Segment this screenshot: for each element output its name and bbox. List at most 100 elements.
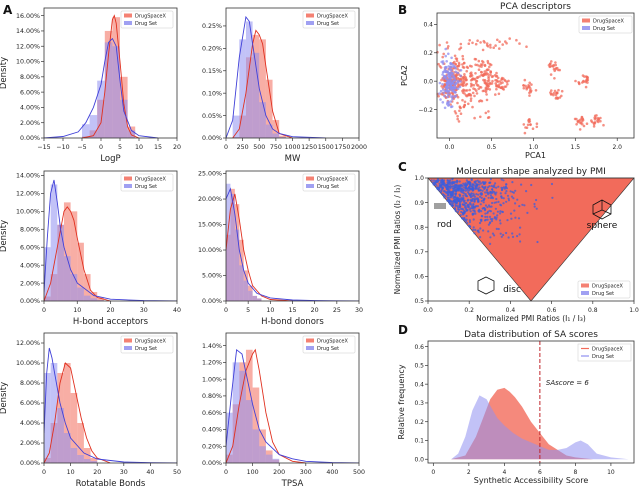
bar-drugspacex	[279, 135, 286, 138]
point-drugset	[454, 199, 457, 202]
point-drugset	[444, 65, 448, 69]
point-drugspacex	[467, 102, 470, 106]
y-tick-label: 0.5	[414, 363, 424, 370]
point-drugspacex	[478, 75, 481, 78]
point-drugspacex	[483, 63, 487, 67]
point-drugspacex	[495, 87, 498, 91]
bar-drugset	[252, 52, 260, 138]
threshold-label: SAscore = 6	[546, 379, 590, 387]
legend-label-drugspacex: DrugSpaceX	[317, 177, 348, 183]
point-drugset	[493, 184, 496, 187]
legend-label-drugset: Drug Set	[317, 21, 339, 27]
point-drugset	[483, 209, 487, 212]
y-axis-label: Density	[0, 57, 9, 89]
point-drugspacex	[503, 85, 507, 89]
point-drugspacex	[442, 52, 446, 56]
point-drugspacex	[575, 123, 578, 126]
point-drugset	[502, 186, 505, 189]
point-drugset	[506, 219, 509, 222]
bar-drugspacex	[77, 242, 84, 301]
point-drugspacex	[596, 116, 600, 120]
legend-label-drugspacex: DrugSpaceX	[592, 284, 623, 290]
y-tick-label: 10.00%	[16, 360, 40, 367]
point-drugset	[490, 219, 494, 223]
point-drugspacex	[497, 92, 501, 96]
y-tick-label: 15.00%	[198, 222, 222, 229]
point-drugset	[449, 65, 452, 69]
point-drugset	[475, 193, 478, 196]
histogram-hba: 0 10 20 30 40 0.00% 2.00% 4.00% 6.00% 8.00% 10.00%…	[0, 170, 181, 327]
bar-drugset	[245, 21, 253, 138]
legend-label-drugset: Drug Set	[135, 184, 157, 190]
point-drugset	[464, 182, 467, 185]
point-drugspacex	[469, 97, 473, 100]
point-drugset	[472, 226, 475, 229]
x-axis-label: Synthetic Accessibility Score	[474, 476, 589, 485]
point-drugspacex	[504, 40, 507, 43]
point-drugspacex	[485, 93, 488, 96]
point-drugspacex	[535, 122, 539, 125]
point-drugset	[495, 227, 498, 230]
point-drugset	[502, 233, 505, 237]
point-drugset	[510, 217, 513, 220]
point-drugset	[486, 212, 489, 215]
point-drugset	[468, 225, 472, 228]
point-drugset	[442, 194, 445, 197]
point-drugset	[454, 82, 458, 85]
point-drugset	[505, 190, 508, 193]
y-tick-label: 4.00%	[20, 105, 40, 112]
histogram-tpsa: 0 100 200 300 400 500 0.00% 0.20% 0.40% 0.60% 0.80…	[202, 332, 365, 488]
bar-drugspacex	[63, 202, 71, 301]
x-tick-label: 30	[120, 469, 128, 476]
point-drugspacex	[456, 95, 460, 99]
legend-label-drugspacex: DrugSpaceX	[317, 14, 348, 20]
point-drugset	[479, 236, 482, 239]
legend-swatch-drugset	[582, 26, 590, 30]
legend-swatch-drugset	[124, 346, 132, 350]
point-drugset	[477, 229, 480, 232]
point-drugspacex	[550, 89, 553, 92]
point-drugset	[476, 179, 479, 182]
point-drugset	[495, 186, 498, 189]
point-drugset	[495, 216, 498, 219]
point-drugset	[500, 178, 503, 181]
point-drugset	[476, 187, 479, 190]
point-drugset	[473, 210, 476, 213]
bar-drugset	[44, 247, 51, 301]
y-tick-label: 0.4	[414, 381, 424, 388]
point-drugset	[445, 60, 449, 63]
point-drugset	[438, 182, 441, 185]
point-drugset	[472, 206, 475, 210]
point-drugset	[525, 190, 528, 193]
x-tick-label: 1000	[284, 144, 300, 151]
bar-drugset	[112, 46, 120, 138]
point-drugset	[478, 221, 482, 225]
point-drugset	[511, 235, 515, 238]
point-drugspacex	[470, 65, 473, 68]
point-drugset	[502, 197, 505, 200]
point-drugspacex	[475, 79, 478, 83]
point-drugset	[453, 76, 456, 80]
point-drugspacex	[498, 47, 501, 50]
legend-swatch-drugspacex	[582, 18, 590, 23]
point-drugset	[477, 231, 480, 234]
legend-swatch-drugspacex	[581, 283, 589, 288]
point-drugspacex	[459, 112, 463, 115]
point-drugset	[469, 210, 472, 213]
point-drugset	[518, 233, 521, 236]
point-drugset	[461, 187, 464, 190]
point-drugspacex	[485, 88, 488, 92]
point-drugset	[459, 214, 462, 217]
point-drugset	[439, 89, 443, 93]
point-drugset	[456, 87, 460, 91]
legend-label-drugset: Drug Set	[135, 21, 157, 27]
y-axis-label: Relative frequency	[397, 364, 406, 439]
point-drugspacex	[522, 86, 526, 90]
point-drugset	[454, 94, 458, 98]
chart-title: PCA descriptors	[500, 2, 571, 12]
y-tick-label: 0.0	[423, 78, 433, 85]
point-drugset	[447, 72, 450, 75]
point-drugset	[519, 226, 522, 229]
point-drugset	[462, 191, 465, 194]
point-drugset	[462, 203, 465, 206]
